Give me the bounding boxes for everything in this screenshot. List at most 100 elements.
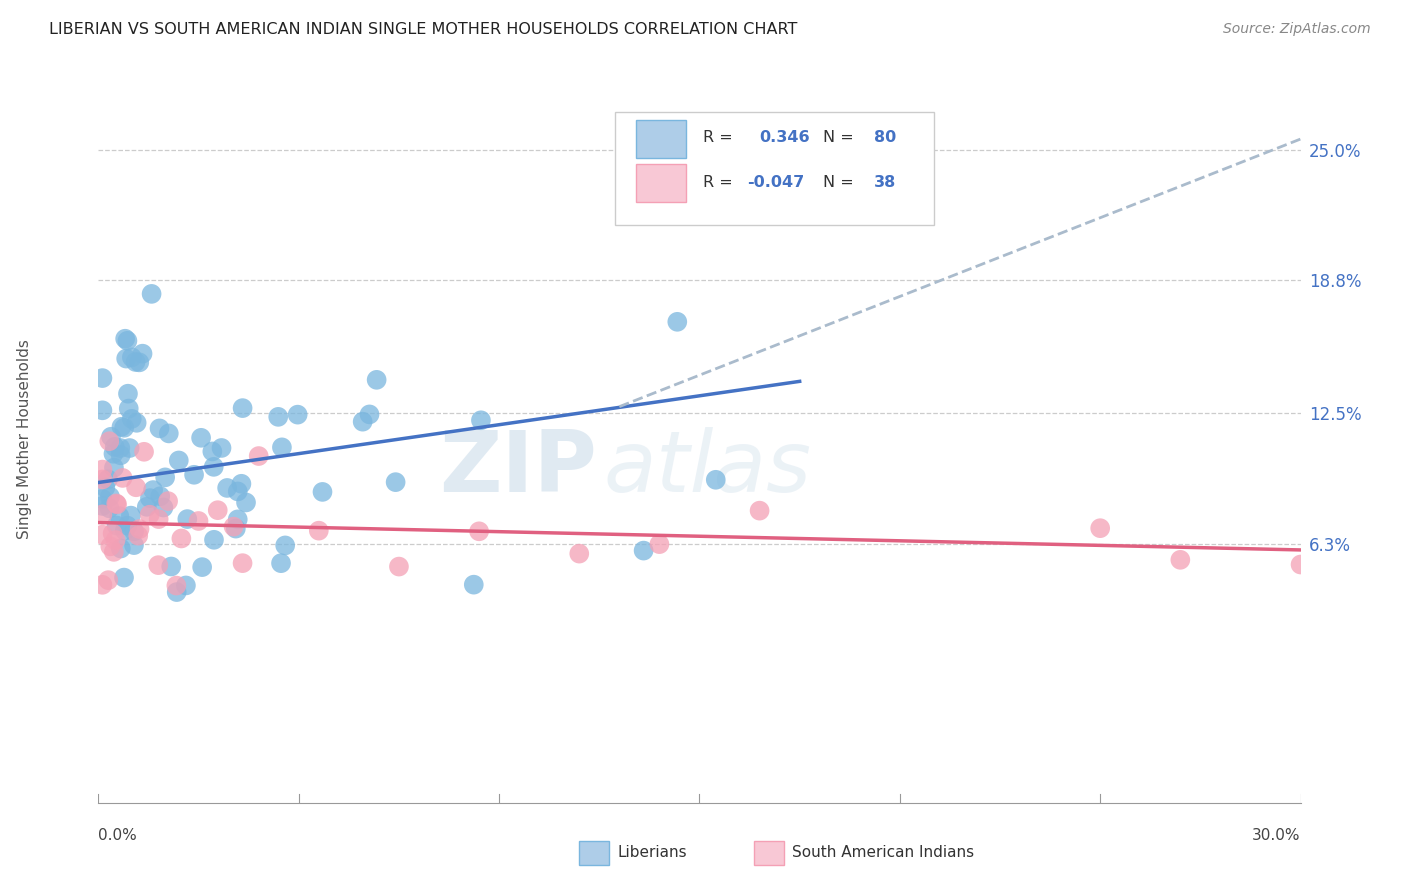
- Text: N =: N =: [824, 130, 853, 145]
- Text: 38: 38: [873, 175, 896, 190]
- Point: [359, 408, 381, 422]
- Point: [111, 471, 134, 485]
- Point: [91, 462, 114, 476]
- Point: [568, 547, 591, 561]
- Text: Liberians: Liberians: [617, 845, 688, 860]
- Point: [152, 500, 174, 515]
- Text: 0.346: 0.346: [759, 130, 810, 145]
- Text: 30.0%: 30.0%: [1253, 828, 1301, 843]
- Point: [131, 346, 153, 360]
- Point: [91, 527, 114, 541]
- Point: [91, 473, 114, 487]
- Point: [165, 578, 187, 592]
- Point: [157, 426, 180, 441]
- Point: [122, 538, 145, 552]
- Point: [94, 481, 117, 495]
- Point: [98, 434, 121, 449]
- Point: [704, 473, 727, 487]
- Point: [103, 545, 125, 559]
- Point: [110, 441, 132, 455]
- Point: [97, 573, 120, 587]
- Point: [311, 484, 333, 499]
- Point: [124, 355, 146, 369]
- Point: [202, 459, 225, 474]
- Point: [231, 476, 253, 491]
- Text: R =: R =: [703, 175, 733, 190]
- Point: [97, 472, 120, 486]
- Point: [270, 556, 292, 570]
- Text: Single Mother Households: Single Mother Households: [17, 339, 32, 540]
- Text: N =: N =: [824, 175, 853, 190]
- Point: [121, 412, 143, 426]
- Point: [633, 543, 655, 558]
- FancyBboxPatch shape: [754, 840, 783, 865]
- Point: [121, 351, 143, 365]
- Point: [148, 558, 170, 573]
- Point: [110, 419, 132, 434]
- Point: [190, 431, 212, 445]
- Point: [748, 503, 770, 517]
- Point: [157, 494, 180, 508]
- Point: [91, 371, 114, 385]
- Point: [125, 416, 148, 430]
- Point: [166, 585, 188, 599]
- FancyBboxPatch shape: [616, 112, 934, 225]
- Point: [267, 409, 290, 424]
- Text: Source: ZipAtlas.com: Source: ZipAtlas.com: [1223, 22, 1371, 37]
- Point: [308, 524, 330, 538]
- Point: [117, 518, 139, 533]
- Point: [202, 533, 225, 547]
- Point: [112, 571, 135, 585]
- Point: [187, 514, 209, 528]
- Point: [127, 529, 149, 543]
- Point: [139, 491, 162, 505]
- Point: [91, 508, 114, 522]
- Point: [100, 430, 122, 444]
- Text: ZIP: ZIP: [440, 427, 598, 510]
- Point: [666, 315, 689, 329]
- FancyBboxPatch shape: [636, 120, 686, 158]
- Point: [98, 540, 121, 554]
- Point: [98, 490, 121, 504]
- Point: [468, 524, 491, 539]
- Point: [91, 499, 114, 513]
- Point: [648, 537, 671, 551]
- FancyBboxPatch shape: [579, 840, 609, 865]
- Point: [160, 559, 183, 574]
- Point: [112, 421, 135, 435]
- Point: [108, 509, 131, 524]
- Point: [174, 578, 197, 592]
- FancyBboxPatch shape: [636, 164, 686, 202]
- Point: [91, 491, 114, 506]
- Text: South American Indians: South American Indians: [792, 845, 974, 860]
- Point: [167, 453, 190, 467]
- Text: R =: R =: [703, 130, 733, 145]
- Point: [1088, 521, 1111, 535]
- Point: [226, 484, 249, 499]
- Point: [225, 522, 247, 536]
- Point: [207, 503, 229, 517]
- Point: [104, 533, 127, 548]
- Point: [148, 512, 170, 526]
- Point: [125, 480, 148, 494]
- Point: [287, 408, 309, 422]
- Point: [114, 332, 136, 346]
- Text: 0.0%: 0.0%: [98, 828, 138, 843]
- Point: [470, 413, 492, 427]
- Point: [104, 440, 127, 454]
- Point: [388, 559, 411, 574]
- Point: [201, 444, 224, 458]
- Point: [247, 449, 270, 463]
- Point: [463, 577, 485, 591]
- Point: [226, 512, 249, 526]
- Point: [132, 444, 155, 458]
- Point: [117, 334, 139, 348]
- Text: atlas: atlas: [603, 427, 811, 510]
- Text: LIBERIAN VS SOUTH AMERICAN INDIAN SINGLE MOTHER HOUSEHOLDS CORRELATION CHART: LIBERIAN VS SOUTH AMERICAN INDIAN SINGLE…: [49, 22, 797, 37]
- Point: [135, 500, 157, 514]
- Point: [176, 512, 198, 526]
- Point: [128, 522, 150, 536]
- Point: [366, 373, 388, 387]
- Point: [103, 460, 125, 475]
- Point: [103, 447, 125, 461]
